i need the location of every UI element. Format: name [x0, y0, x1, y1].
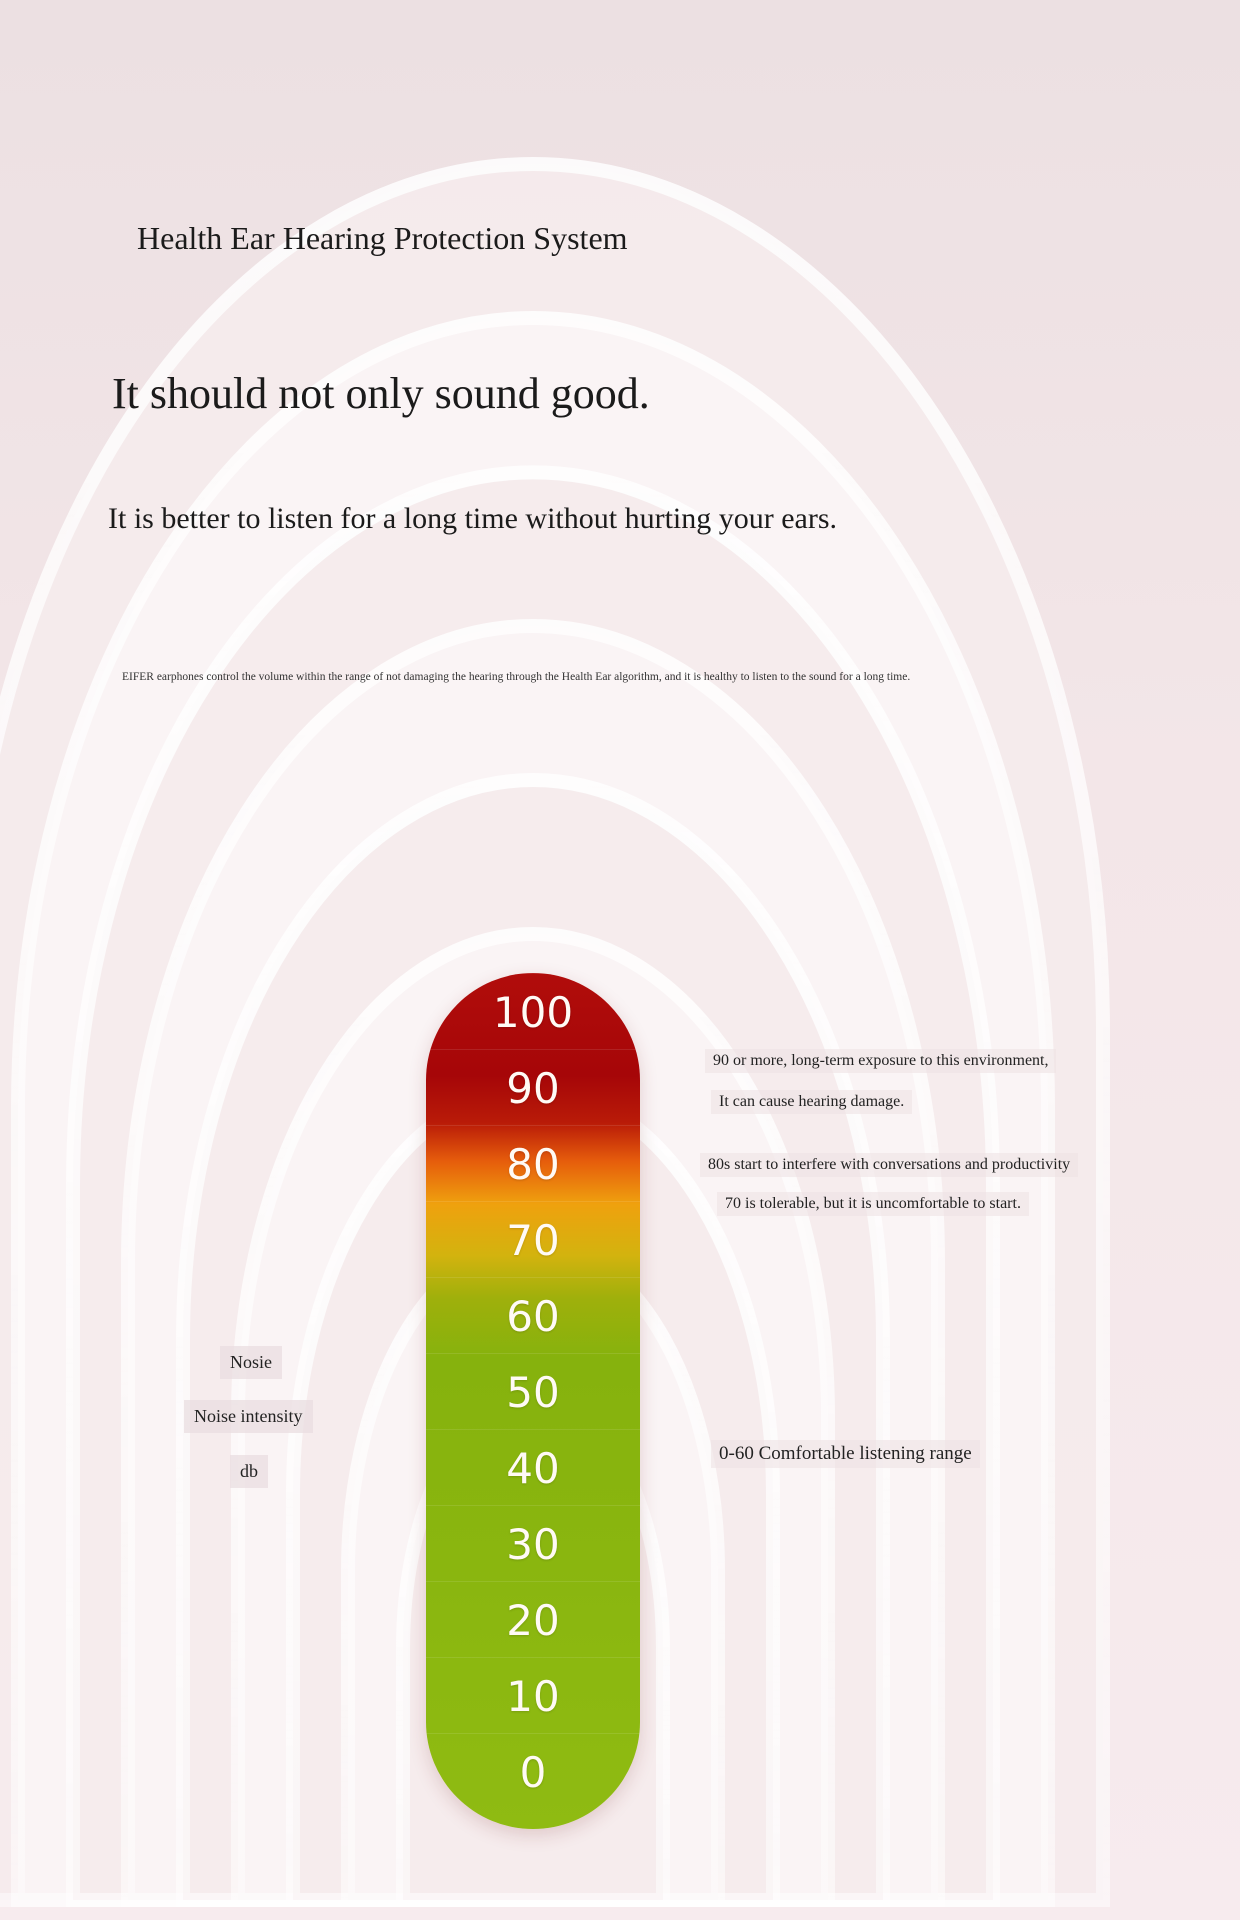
- note-90-line2: It can cause hearing damage.: [711, 1090, 913, 1114]
- label-nosie: Nosie: [220, 1346, 282, 1379]
- level-90: 90: [426, 1049, 640, 1126]
- level-10: 10: [426, 1657, 640, 1734]
- level-40: 40: [426, 1429, 640, 1506]
- note-70: 70 is tolerable, but it is uncomfortable…: [717, 1192, 1029, 1216]
- label-noise-intensity: Noise intensity: [184, 1400, 313, 1433]
- label-db: db: [230, 1455, 268, 1488]
- decibel-meter: 100 90 80 70 60 50 40 30 20 10 0: [426, 973, 640, 1829]
- note-80: 80s start to interfere with conversation…: [700, 1153, 1079, 1177]
- level-30: 30: [426, 1505, 640, 1582]
- note-comfort-range: 0-60 Comfortable listening range: [711, 1440, 980, 1468]
- level-20: 20: [426, 1581, 640, 1658]
- headline: It should not only sound good.: [112, 369, 650, 418]
- level-60: 60: [426, 1277, 640, 1354]
- level-80: 80: [426, 1125, 640, 1202]
- level-70: 70: [426, 1201, 640, 1278]
- level-50: 50: [426, 1353, 640, 1430]
- subline: It is better to listen for a long time w…: [108, 502, 838, 535]
- level-100: 100: [426, 973, 640, 1050]
- description: EIFER earphones control the volume withi…: [122, 671, 911, 683]
- note-90-line1: 90 or more, long-term exposure to this e…: [705, 1049, 1057, 1073]
- system-title: Health Ear Hearing Protection System: [137, 220, 628, 256]
- level-0: 0: [426, 1733, 640, 1810]
